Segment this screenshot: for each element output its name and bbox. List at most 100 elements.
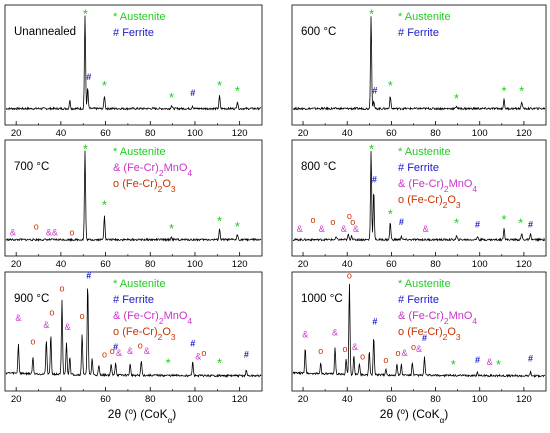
legend-entry: * Austenite — [398, 278, 451, 290]
phase-marker: # — [86, 270, 91, 280]
legend-text: MnO — [449, 178, 473, 190]
legend-text: O — [162, 326, 171, 338]
x-tick-label: 60 — [100, 394, 111, 405]
x-label-text: ) — [444, 407, 448, 421]
legend-symbol: # — [398, 27, 407, 39]
phase-marker: & — [319, 224, 325, 234]
x-label-text: 2θ ( — [380, 407, 401, 421]
phase-marker: & — [127, 346, 133, 356]
x-tick-label: 120 — [516, 259, 532, 270]
legend-text: Ferrite — [122, 294, 154, 306]
phase-marker: & — [297, 224, 303, 234]
legend-entry: o (Fe-Cr)2O3 — [398, 194, 461, 210]
phase-marker: # — [528, 353, 533, 363]
phase-marker: * — [169, 90, 174, 105]
x-tick-label: 100 — [187, 128, 203, 139]
legend-entry: o (Fe-Cr)2O3 — [113, 326, 176, 342]
sample-label: 600 °C — [301, 26, 336, 38]
phase-marker: # — [190, 339, 195, 349]
x-label-text: ) (CoK — [133, 407, 168, 421]
legend-entry: # Ferrite — [398, 294, 439, 306]
phase-marker: * — [519, 84, 524, 99]
legend-entry: * Austenite — [398, 11, 451, 23]
phase-marker: o — [343, 344, 348, 354]
phase-marker: & — [416, 344, 422, 354]
legend-entry: o (Fe-Cr)2O3 — [398, 326, 461, 342]
legend-symbol: * — [398, 278, 405, 290]
x-tick-label: 80 — [145, 394, 156, 405]
panel-frame — [4, 4, 263, 126]
x-tick-label: 80 — [430, 394, 441, 405]
phase-marker: # — [372, 316, 377, 326]
phase-marker: & — [353, 224, 359, 234]
legend-text: Ferrite — [407, 27, 439, 39]
phase-marker: & — [302, 329, 308, 339]
x-axis-label-right: 2θ (o) (CoKα) — [380, 407, 448, 425]
phase-marker: o — [30, 337, 35, 347]
xrd-pattern-line — [292, 16, 546, 111]
xrd-pattern-line — [292, 150, 546, 243]
x-label-degree: o — [400, 407, 405, 416]
phase-marker: o — [350, 217, 355, 227]
x-tick-label: 40 — [342, 128, 353, 139]
phase-marker: * — [496, 357, 501, 372]
phase-marker: * — [102, 78, 107, 93]
x-tick-label: 100 — [472, 259, 488, 270]
x-tick-label: 120 — [232, 394, 248, 405]
legend-subscript: 2 — [444, 316, 449, 326]
legend-symbol: & — [113, 310, 123, 322]
x-axis-label-left: 2θ (o) (CoKα) — [108, 407, 176, 425]
x-tick-label: 120 — [232, 259, 248, 270]
legend-text: Ferrite — [407, 294, 439, 306]
phase-marker: * — [502, 84, 507, 99]
legend-entry: # Ferrite — [113, 294, 154, 306]
phase-marker: * — [454, 91, 459, 106]
phase-marker: * — [83, 6, 88, 21]
xrd-pattern-line — [5, 15, 262, 111]
x-tick-label: 100 — [472, 128, 488, 139]
phase-marker: o — [330, 217, 335, 227]
legend-entry: * Austenite — [113, 278, 166, 290]
phase-marker: # — [528, 220, 533, 230]
phase-marker: # — [372, 85, 377, 95]
x-tick-label: 40 — [342, 394, 353, 405]
phase-marker: o — [59, 283, 64, 293]
phase-marker: o — [383, 355, 388, 365]
legend-text: MnO — [164, 162, 188, 174]
phase-marker: & — [144, 346, 150, 356]
legend-text: (Fe-Cr) — [408, 178, 443, 190]
phase-marker: * — [83, 142, 88, 157]
x-tick-label: 120 — [516, 394, 532, 405]
xrd-pattern-line — [5, 288, 262, 378]
legend-entry: # Ferrite — [113, 27, 154, 39]
phase-marker: o — [201, 348, 206, 358]
phase-marker: o — [70, 228, 75, 238]
legend-symbol: * — [113, 11, 120, 23]
phase-marker: * — [369, 142, 374, 157]
x-label-text: ) (CoK — [405, 407, 440, 421]
legend-subscript: 2 — [159, 168, 164, 178]
legend-subscript: 2 — [159, 316, 164, 326]
x-label-subscript: α — [440, 416, 445, 425]
x-tick-label: 20 — [11, 128, 22, 139]
legend-text: Ferrite — [407, 162, 439, 174]
phase-marker: # — [244, 350, 249, 360]
phase-marker: o — [411, 342, 416, 352]
sample-label: 900 °C — [14, 293, 49, 305]
x-tick-label: 40 — [56, 128, 67, 139]
legend-text: Ferrite — [122, 27, 154, 39]
legend-text: O — [162, 178, 171, 190]
legend-text: MnO — [164, 310, 188, 322]
legend-entry: & (Fe-Cr)2MnO4 — [113, 310, 192, 326]
x-tick-label: 40 — [56, 259, 67, 270]
x-tick-label: 100 — [472, 394, 488, 405]
legend-subscript: 2 — [443, 332, 448, 342]
legend-subscript: 2 — [444, 184, 449, 194]
phase-marker: # — [399, 217, 404, 227]
phase-marker: & — [423, 224, 429, 234]
x-tick-label: 60 — [386, 259, 397, 270]
phase-marker: * — [102, 198, 107, 213]
legend-symbol: * — [113, 278, 120, 290]
phase-marker: o — [347, 211, 352, 221]
